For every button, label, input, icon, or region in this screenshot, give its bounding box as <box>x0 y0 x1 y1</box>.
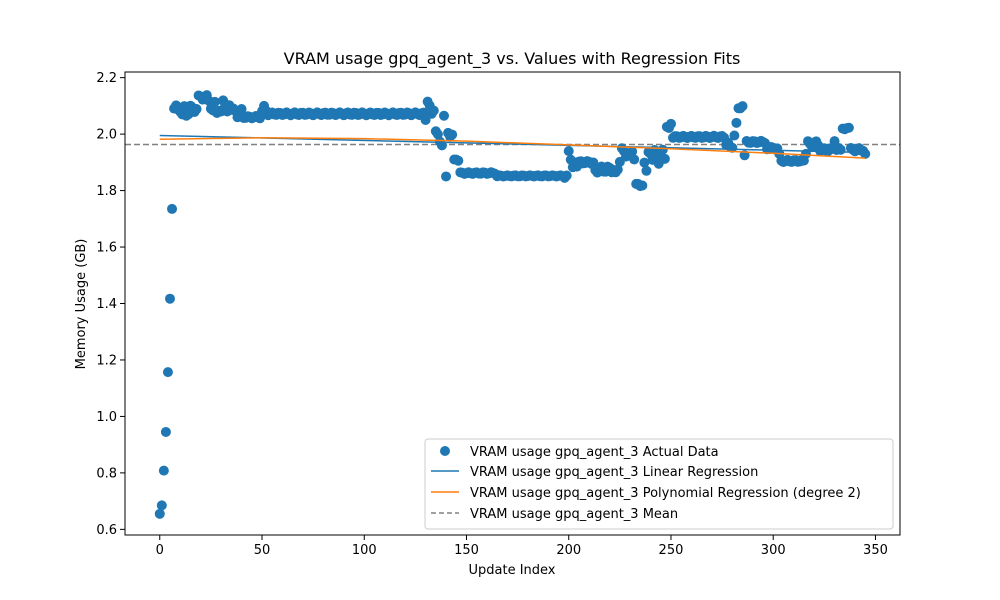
regression-lines-layer <box>159 134 866 159</box>
data-point <box>156 500 167 511</box>
legend: VRAM usage gpq_agent_3 Actual Data VRAM … <box>424 438 894 530</box>
y-tick-label: 1.2 <box>96 353 117 368</box>
x-tick-label: 150 <box>454 543 479 558</box>
data-point <box>737 101 748 112</box>
y-tick-label: 2.2 <box>96 71 117 86</box>
x-tick-label: 250 <box>659 543 684 558</box>
data-point <box>164 293 175 304</box>
x-tick-label: 0 <box>156 543 164 558</box>
data-point <box>428 105 439 116</box>
data-point <box>154 508 165 519</box>
x-tick-label: 50 <box>254 543 271 558</box>
data-point <box>860 148 871 159</box>
data-point <box>236 104 247 115</box>
data-point <box>657 144 668 155</box>
y-tick-label: 1.0 <box>96 410 117 425</box>
data-point <box>729 130 740 141</box>
data-point <box>665 118 676 129</box>
data-point <box>612 164 623 175</box>
scatter-points-layer <box>154 90 871 519</box>
y-axis: 0.6 0.8 1.0 1.2 1.4 1.6 1.8 2.0 2.2 <box>96 71 125 538</box>
x-axis-title: Update Index <box>468 563 555 578</box>
data-point <box>659 153 670 164</box>
x-tick-label: 350 <box>863 543 888 558</box>
data-point <box>167 203 178 214</box>
y-tick-label: 0.8 <box>96 466 117 481</box>
data-point <box>447 129 458 140</box>
polynomial-regression-line <box>159 137 866 159</box>
legend-label-mean: VRAM usage gpq_agent_3 Mean <box>470 507 678 522</box>
y-tick-label: 2.0 <box>96 128 117 143</box>
data-point <box>727 142 738 153</box>
data-point <box>843 122 854 133</box>
y-tick-label: 0.6 <box>96 523 117 538</box>
x-axis: 0 50 100 150 200 250 300 350 <box>156 535 888 558</box>
data-point <box>439 110 449 121</box>
data-point <box>191 104 202 115</box>
x-tick-label: 300 <box>761 543 786 558</box>
y-tick-label: 1.8 <box>96 184 117 199</box>
data-point <box>420 114 431 125</box>
data-point <box>561 170 572 181</box>
y-axis-title: Memory Usage (GB) <box>74 239 89 370</box>
legend-label-actual: VRAM usage gpq_agent_3 Actual Data <box>470 445 719 460</box>
data-point <box>160 426 171 437</box>
legend-label-linear: VRAM usage gpq_agent_3 Linear Regression <box>470 465 758 480</box>
data-point <box>441 171 452 182</box>
data-point <box>639 157 650 168</box>
data-point <box>637 180 648 191</box>
legend-label-poly: VRAM usage gpq_agent_3 Polynomial Regres… <box>470 486 861 501</box>
x-tick-label: 100 <box>352 543 377 558</box>
data-point <box>158 465 169 476</box>
data-point <box>641 165 652 176</box>
data-point <box>835 144 846 155</box>
data-point <box>629 154 640 165</box>
chart-title: VRAM usage gpq_agent_3 vs. Values with R… <box>284 49 741 69</box>
y-tick-label: 1.4 <box>96 297 117 312</box>
legend-marker-actual <box>440 446 450 456</box>
data-point <box>563 146 574 157</box>
data-point <box>627 146 638 157</box>
data-point <box>731 117 742 128</box>
data-point <box>162 367 173 378</box>
x-tick-label: 200 <box>556 543 581 558</box>
legend-box <box>424 438 894 530</box>
plot-area <box>125 90 900 519</box>
y-tick-label: 1.6 <box>96 241 117 256</box>
data-point <box>209 96 220 107</box>
data-point <box>453 155 464 166</box>
